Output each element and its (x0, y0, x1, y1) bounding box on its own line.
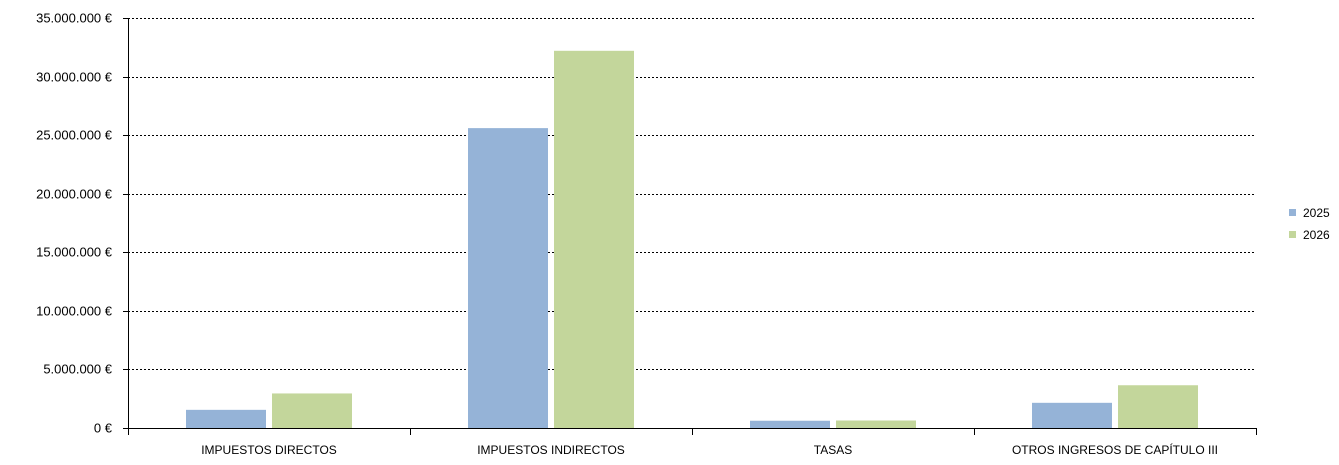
x-tick-labels: IMPUESTOS DIRECTOS IMPUESTOS INDIRECTOS TA… (201, 442, 1218, 457)
bar-2025-2 (468, 128, 548, 428)
legend-label-2025: 2025 (1303, 206, 1330, 220)
y-tick-label: 35.000.000 € (36, 11, 113, 26)
x-tick-label: OTROS INGRESOS DE CAPÍTULO III (1012, 442, 1218, 457)
bar-2026-1 (272, 393, 352, 428)
y-tick-label: 0 € (94, 421, 113, 436)
x-tick-label: TASAS (814, 443, 852, 457)
bar-2025-1 (186, 409, 266, 428)
y-tick-label: 25.000.000 € (36, 128, 113, 143)
legend-label-2026: 2026 (1303, 228, 1330, 242)
bars (186, 50, 1198, 429)
bar-2026-2 (554, 50, 634, 429)
legend-swatch-2026 (1289, 231, 1296, 238)
x-tick-label: IMPUESTOS DIRECTOS (201, 443, 337, 457)
bar-2026-4 (1118, 385, 1198, 428)
legend-swatch-2025 (1289, 209, 1296, 216)
y-tick-label: 5.000.000 € (43, 362, 112, 377)
y-tick-label: 30.000.000 € (36, 70, 113, 85)
y-tick-label: 10.000.000 € (36, 304, 113, 319)
x-tick-label: IMPUESTOS INDIRECTOS (477, 443, 625, 457)
bar-2025-4 (1032, 402, 1112, 428)
legend: 2025 2026 (1289, 206, 1330, 242)
axes (123, 18, 1257, 435)
bar-2025-3 (750, 420, 830, 428)
y-tick-labels: 0 € 5.000.000 € 10.000.000 € 15.000.000 € 20… (36, 11, 113, 436)
gridlines (128, 18, 1256, 370)
y-tick-label: 15.000.000 € (36, 245, 113, 260)
bar-2026-3 (836, 420, 916, 428)
y-tick-label: 20.000.000 € (36, 187, 113, 202)
